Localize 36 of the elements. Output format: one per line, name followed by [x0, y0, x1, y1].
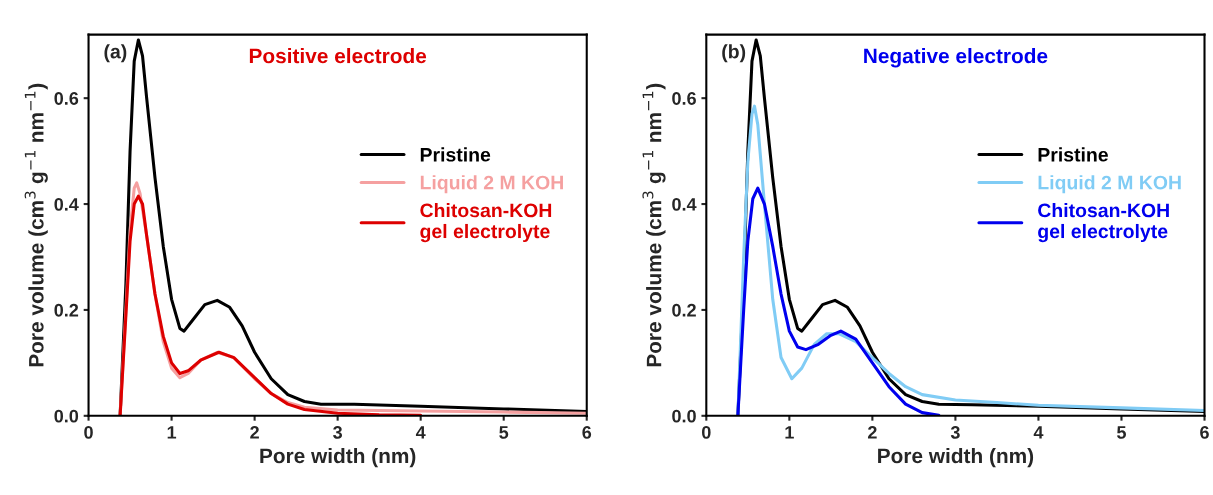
- y-tick-label: 0.4: [672, 197, 697, 211]
- x-tick-label: 0: [84, 426, 93, 439]
- legend-label: Pristine: [420, 147, 491, 162]
- x-axis-title: Pore width (nm): [878, 447, 1034, 468]
- y-tick-label: 0.0: [672, 409, 696, 423]
- y-tick-label: 0.0: [54, 409, 79, 423]
- legend-label: Liquid 2 M KOH: [1038, 175, 1181, 194]
- x-tick-label: 2: [250, 426, 259, 439]
- legend-label: Liquid 2 M KOH: [420, 175, 563, 194]
- x-tick-label: 1: [167, 426, 177, 439]
- legend-label: Chitosan-KOH gel electrolyte: [1038, 203, 1169, 243]
- x-tick-label: 2: [867, 426, 877, 439]
- legend-label: Chitosan-KOH gel electrolyte: [420, 203, 552, 243]
- x-tick-label: 5: [1117, 426, 1126, 439]
- x-tick-label: 3: [333, 426, 343, 439]
- x-tick-label: 1: [785, 426, 794, 439]
- x-tick-label: 0: [702, 426, 711, 439]
- y-tick-label: 0.4: [54, 197, 79, 211]
- y-axis-title: Pore volume (cm$^{3}$ g$^{−1}$ nm$^{−1}$): [24, 83, 48, 367]
- text: Positive electrode: [249, 47, 427, 64]
- x-tick-label: 5: [499, 426, 509, 439]
- x-tick-label: 3: [950, 426, 960, 439]
- y-tick-label: 0.2: [54, 303, 79, 317]
- x-tick-label: 6: [1200, 426, 1209, 439]
- x-axis-title: Pore width (nm): [260, 447, 416, 468]
- legend-label: Pristine: [1038, 147, 1108, 162]
- annotation: (b): [722, 44, 746, 63]
- y-tick-label: 0.6: [672, 92, 696, 105]
- x-tick-label: 4: [1033, 426, 1044, 439]
- x-tick-label: 6: [582, 426, 592, 439]
- x-tick-label: 4: [415, 426, 426, 439]
- text: Negative electrode: [864, 47, 1048, 68]
- annotation: (a): [104, 44, 127, 63]
- y-tick-label: 0.6: [54, 92, 79, 105]
- y-axis-title: Pore volume (cm$^{3}$ g$^{−1}$ nm$^{−1}$): [642, 83, 666, 367]
- y-tick-label: 0.2: [672, 303, 696, 317]
